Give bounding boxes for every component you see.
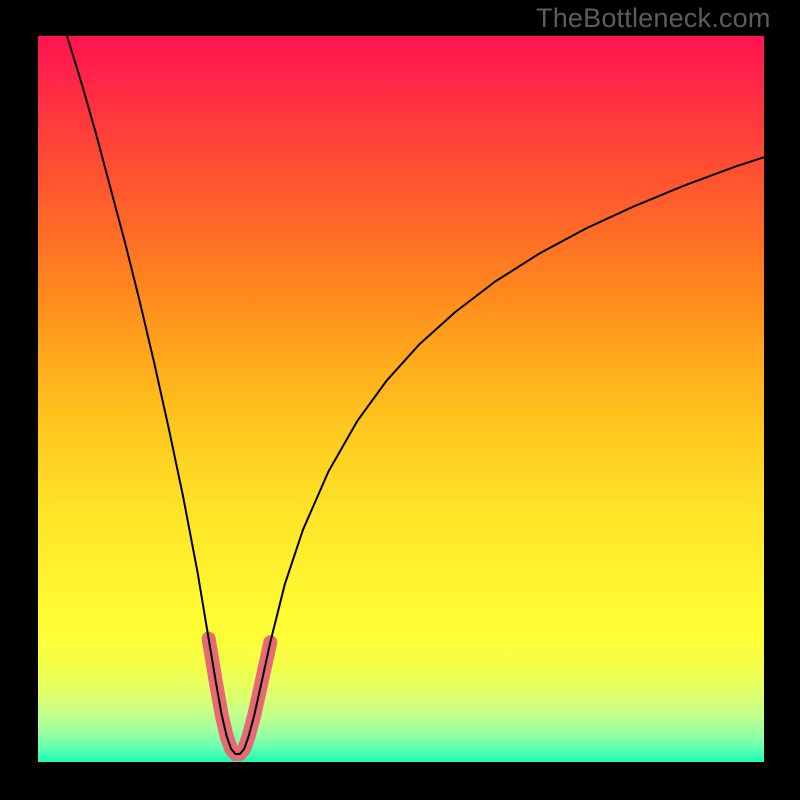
chart-svg — [38, 36, 764, 762]
gradient-background — [38, 36, 764, 762]
watermark-text: TheBottleneck.com — [536, 3, 771, 34]
plot-area — [38, 36, 764, 762]
chart-frame: TheBottleneck.com — [0, 0, 800, 800]
